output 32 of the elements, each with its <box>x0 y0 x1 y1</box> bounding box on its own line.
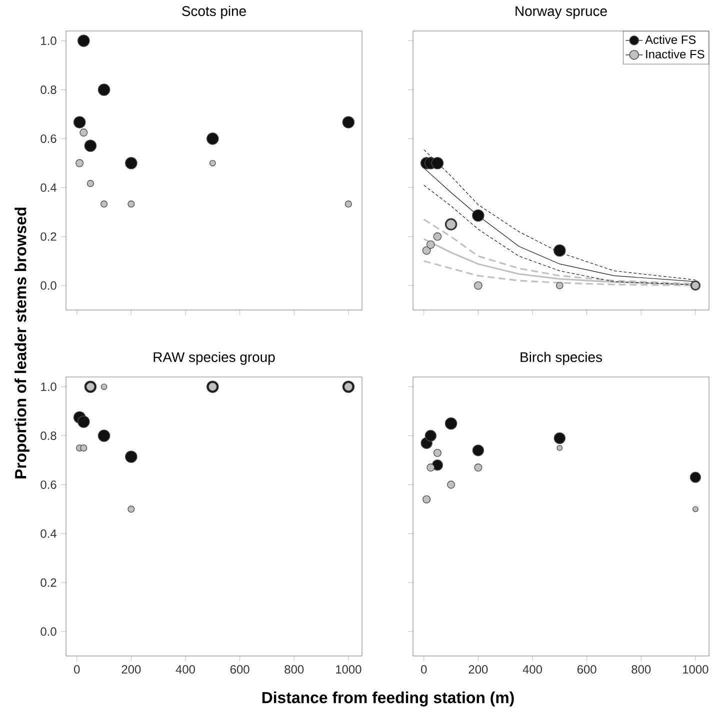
y-tick-label: 0.2 <box>40 578 56 587</box>
y-tick-label: 0.4 <box>40 183 57 192</box>
y-tick-label: 1.0 <box>41 36 56 45</box>
x-tick-label: 200 <box>122 665 141 674</box>
x-tick-label: 800 <box>284 665 304 674</box>
x-tick-label: 400 <box>522 665 542 674</box>
x-tick-label: 1000 <box>683 665 708 674</box>
x-tick-label: 200 <box>468 665 488 674</box>
y-tick-label: 0.2 <box>40 232 56 241</box>
y-tick-label: 0.0 <box>40 627 56 636</box>
chart-title: RAW species group <box>154 352 275 365</box>
legend-label: Inactive FS <box>646 50 704 58</box>
y-tick-label: 1.0 <box>41 382 56 392</box>
x-tick-label: 400 <box>176 665 196 674</box>
x-axis-title: Distance from feeding station (m) <box>262 692 514 706</box>
chart-title: Scots pine <box>182 6 246 19</box>
y-tick-label: 0.0 <box>40 281 56 290</box>
chart-title: Birch species <box>520 352 602 365</box>
y-axis-title: Proportion of leader stems browsed <box>14 208 30 478</box>
x-tick-label: 800 <box>632 665 651 674</box>
chart-title: Norway spruce <box>516 6 608 19</box>
x-tick-label: 0 <box>74 665 80 674</box>
x-tick-label: 600 <box>578 665 596 674</box>
x-tick-label: 600 <box>230 665 250 674</box>
y-tick-label: 0.4 <box>40 529 57 538</box>
x-tick-label: 0 <box>421 665 427 674</box>
y-tick-label: 0.8 <box>40 85 56 94</box>
y-tick-label: 0.6 <box>40 134 56 143</box>
y-tick-label: 0.6 <box>40 480 56 489</box>
y-tick-label: 0.8 <box>40 432 56 440</box>
x-tick-label: 1000 <box>336 665 362 674</box>
legend-label: Active FS <box>645 35 696 44</box>
